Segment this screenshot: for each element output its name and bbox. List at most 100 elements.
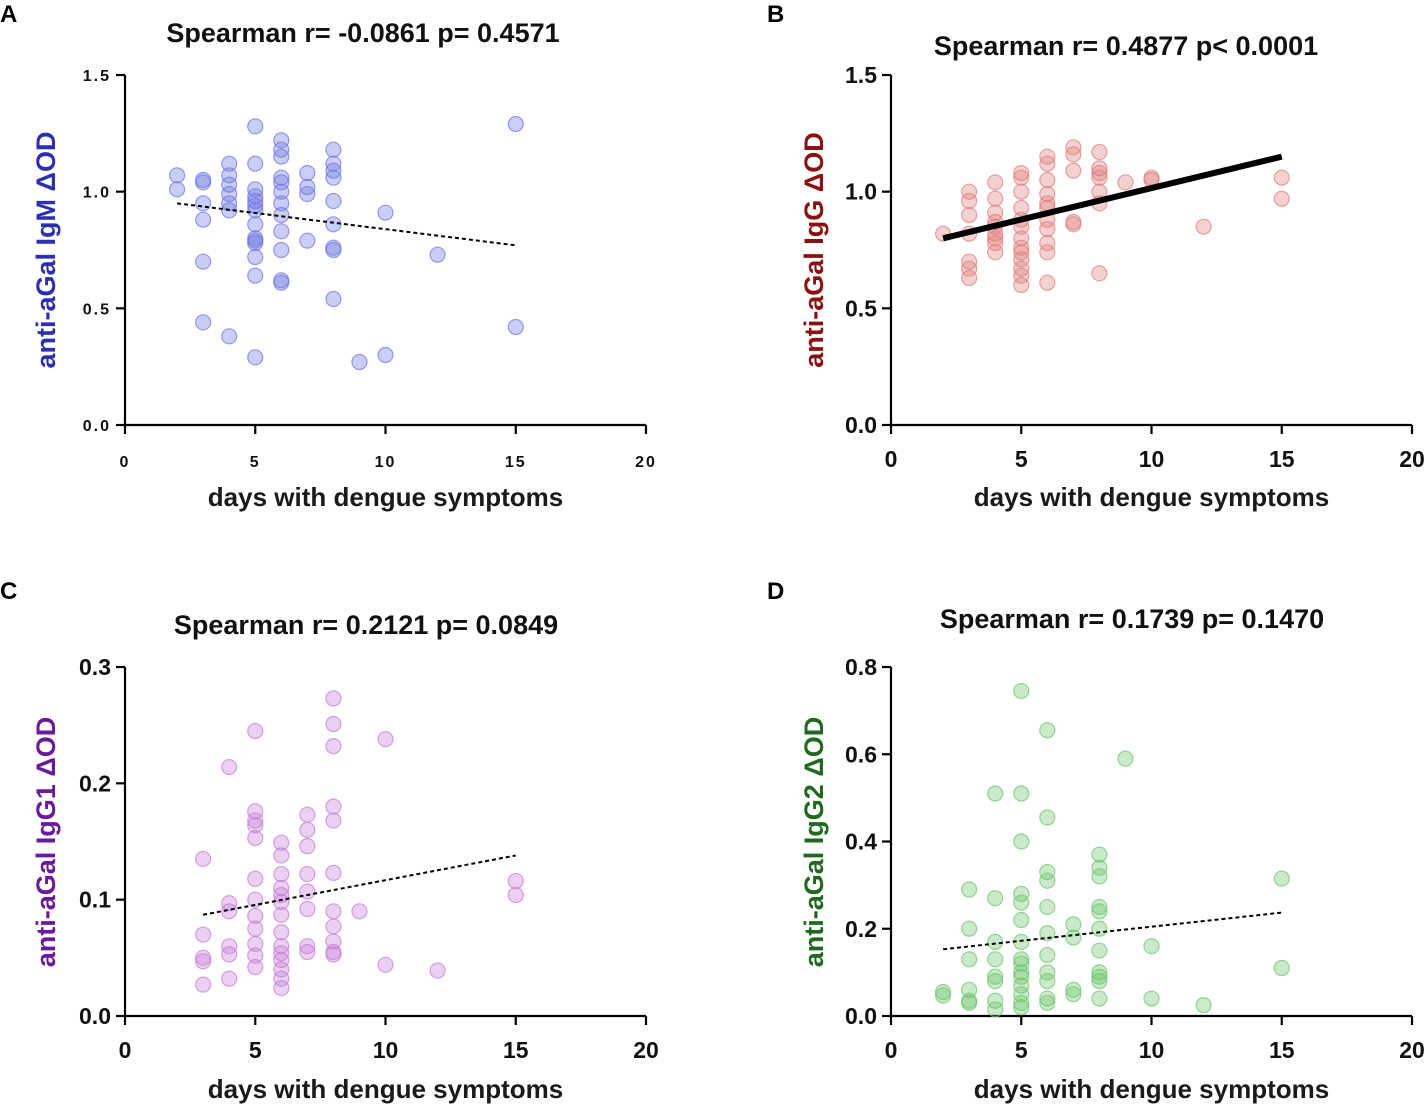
data-point: [1013, 986, 1030, 1003]
data-point: [299, 900, 316, 918]
data-point: [221, 328, 238, 345]
data-point: [325, 946, 342, 963]
data-point: [221, 895, 238, 912]
data-point: [247, 829, 264, 847]
data-point: [987, 174, 1004, 191]
data-point: [325, 738, 342, 755]
data-point: [1195, 218, 1212, 235]
data-point: [299, 883, 316, 900]
panel-c: C Spearman r= 0.2121 p= 0.0849 0 5 10 15 20 0.…: [0, 555, 713, 1110]
data-point: [1091, 990, 1108, 1007]
data-point: [961, 183, 978, 200]
y-axis-label: anti-aGal IgM ΔOD: [31, 132, 61, 369]
data-point: [195, 314, 212, 331]
data-point: [1039, 872, 1056, 889]
y-axis-label: anti-aGal IgG ΔOD: [799, 132, 829, 367]
y-tick-label: 0.4: [845, 829, 877, 855]
data-point: [1065, 146, 1082, 163]
data-point: [247, 267, 264, 284]
data-point: [1013, 199, 1030, 217]
chart-title: Spearman r= 0.1739 p= 0.1470: [940, 604, 1324, 634]
data-point: [961, 951, 978, 968]
y-tick-label: 1.5: [845, 62, 877, 88]
chart-title: Spearman r= 0.2121 p= 0.0849: [174, 610, 558, 640]
data-point: [169, 167, 186, 184]
y-tick-label: 1.0: [845, 179, 877, 205]
data-point: [987, 230, 1004, 247]
data-point: [247, 248, 264, 266]
data-point: [1091, 868, 1108, 885]
y-axis-label: anti-aGal IgG1 ΔOD: [31, 717, 61, 967]
data-point: [1013, 267, 1030, 284]
data-point: [299, 185, 316, 203]
data-point: [1091, 859, 1108, 876]
data-point: [1013, 230, 1030, 247]
y-tick-label: 0.2: [79, 770, 111, 796]
data-point: [1013, 183, 1030, 200]
data-point: [247, 349, 264, 366]
data-point: [1013, 785, 1030, 802]
data-point: [273, 906, 290, 923]
data-point: [247, 155, 264, 172]
data-point: [1039, 244, 1056, 261]
chart-a: A Spearman r= -0.0861 p= 0.4571 0 5 10 15 20 0…: [0, 1, 655, 512]
y-tick-label: 1.0: [83, 185, 111, 202]
data-point: [1143, 938, 1160, 955]
panel-letter: D: [767, 578, 784, 605]
data-point: [247, 234, 264, 252]
data-point: [1065, 216, 1082, 233]
data-point: [1091, 920, 1108, 937]
data-point: [299, 938, 316, 955]
panel-b: B Spearman r= 0.4877 p< 0.0001 0 5 10 15 20 0.…: [713, 0, 1426, 555]
x-tick-label: 5: [1015, 1037, 1028, 1063]
x-tick-label: 10: [375, 454, 397, 471]
data-point: [987, 890, 1004, 907]
data-point: [325, 918, 342, 935]
data-point: [221, 155, 238, 172]
data-point: [961, 881, 978, 898]
x-tick-label: 20: [633, 1037, 659, 1063]
data-point: [1013, 169, 1030, 186]
data-point: [325, 864, 342, 882]
x-tick-label: 0: [885, 446, 898, 472]
panel-letter: B: [767, 1, 784, 28]
data-point: [247, 202, 264, 219]
data-point: [169, 181, 186, 198]
data-point: [273, 834, 290, 851]
data-point: [1273, 959, 1290, 977]
data-point: [1273, 870, 1290, 887]
data-point: [299, 821, 316, 838]
data-point: [247, 118, 264, 135]
data-point: [1013, 164, 1030, 182]
y-tick-label: 0.2: [845, 916, 877, 942]
data-point: [1091, 169, 1108, 186]
data-point: [429, 246, 446, 263]
data-point: [377, 346, 394, 364]
data-point: [935, 987, 952, 1004]
data-point: [273, 132, 290, 149]
y-tick-label: 0.0: [79, 1003, 111, 1029]
data-point: [1013, 276, 1030, 294]
x-tick-label: 5: [249, 1037, 262, 1063]
data-point: [961, 269, 978, 287]
data-point: [351, 903, 368, 920]
data-point: [299, 865, 316, 883]
data-point: [195, 953, 212, 970]
data-point: [325, 715, 342, 733]
data-point: [1039, 964, 1056, 981]
data-point: [987, 992, 1004, 1009]
data-point: [1039, 994, 1056, 1012]
data-point: [987, 234, 1004, 252]
data-point: [1013, 977, 1030, 994]
data-point: [221, 946, 238, 963]
data-point: [1013, 885, 1030, 902]
data-point: [1039, 898, 1056, 916]
y-tick-label: 1.5: [83, 68, 111, 85]
data-point: [273, 206, 290, 224]
data-point: [299, 164, 316, 182]
x-tick-label: 10: [373, 1037, 399, 1063]
chart-title: Spearman r= -0.0861 p= 0.4571: [166, 18, 559, 48]
data-point: [299, 838, 316, 855]
data-point: [221, 970, 238, 987]
data-point: [1065, 981, 1082, 998]
